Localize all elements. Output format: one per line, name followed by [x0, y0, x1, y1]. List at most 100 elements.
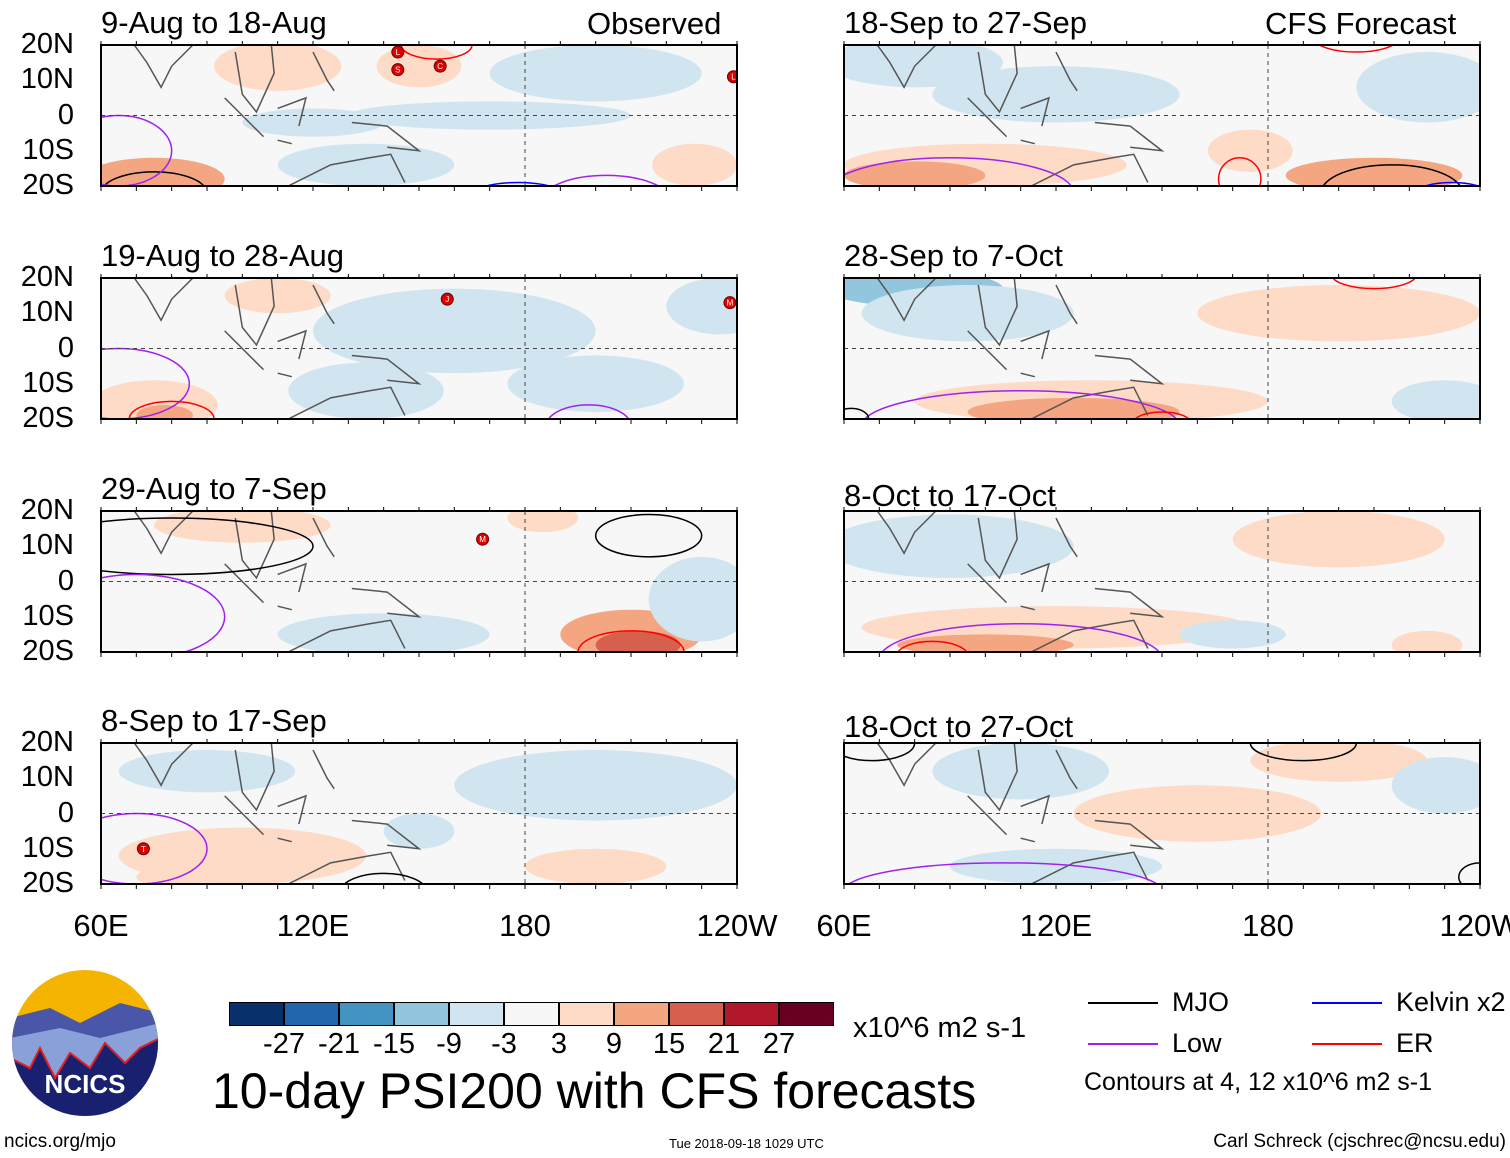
colorbar-tick: -15 — [373, 1028, 415, 1060]
wave-contour — [1423, 181, 1480, 186]
lat-tick-label: 0 — [57, 796, 74, 829]
wave-contour — [400, 45, 473, 60]
lon-tick-label: 120E — [276, 908, 350, 943]
lat-tick-label: 20N — [20, 494, 74, 526]
lat-tick-label: 10N — [20, 63, 74, 96]
colorbar-tick: 15 — [652, 1028, 686, 1060]
svg-text:C: C — [437, 62, 443, 71]
anomaly-region — [1391, 630, 1463, 652]
svg-text:M: M — [479, 535, 486, 544]
lat-tick-label: 10S — [22, 599, 74, 632]
anomaly-region — [648, 556, 737, 642]
wave-contour — [128, 400, 215, 419]
wave-contour — [844, 157, 1073, 186]
legend-label: Kelvin x2 — [1396, 987, 1506, 1017]
colorbar-tick: -3 — [491, 1028, 517, 1060]
wave-contour — [506, 883, 523, 884]
anomaly-region — [1250, 743, 1427, 782]
colorbar-swatch — [339, 1002, 394, 1026]
anomaly-region — [242, 108, 384, 137]
colorbar-tick: -21 — [318, 1028, 360, 1060]
wave-contour — [1322, 164, 1461, 186]
map-panel: T — [100, 739, 738, 889]
svg-text:L: L — [731, 73, 736, 82]
svg-text:M: M — [727, 299, 734, 308]
legend-line — [1312, 1043, 1382, 1045]
lat-tick-label: 20S — [22, 635, 74, 667]
lat-tick-label: 10S — [22, 831, 74, 864]
legend-line — [1088, 1002, 1158, 1004]
anomaly-region — [348, 101, 631, 130]
anomaly-region — [1391, 380, 1480, 419]
legend-line — [1088, 1043, 1158, 1045]
coastline — [876, 45, 1165, 186]
lon-tick-label: 120W — [1439, 908, 1510, 943]
storm-icon: L — [391, 45, 405, 59]
anomaly-region — [950, 848, 1162, 884]
site-link[interactable]: ncics.org/mjo — [4, 1131, 116, 1152]
wave-contour — [343, 872, 424, 884]
wave-contour — [103, 171, 205, 186]
colorbar-swatch — [394, 1002, 449, 1026]
wave-contour — [1249, 743, 1358, 762]
lat-tick-label: 20S — [22, 402, 74, 434]
wave-contour — [1217, 157, 1262, 186]
wave-contour — [897, 640, 968, 652]
anomaly-region — [1197, 285, 1480, 342]
wave-contour — [547, 404, 630, 419]
anomaly-region — [376, 45, 462, 88]
wave-contour — [483, 181, 553, 186]
colorbar-tick: 27 — [762, 1028, 796, 1060]
anomaly-region — [967, 397, 1180, 419]
forecast-label: CFS Forecast — [1265, 6, 1457, 41]
colorbar-tick: 3 — [550, 1028, 568, 1060]
anomaly-region — [595, 630, 681, 652]
coastline — [876, 511, 1165, 652]
wave-contour — [552, 174, 660, 186]
coastline — [133, 743, 422, 884]
lat-tick-label: 20N — [20, 261, 74, 293]
colorbar-swatch — [724, 1002, 779, 1026]
contour-note: Contours at 4, 12 x10^6 m2 s-1 — [1084, 1068, 1433, 1096]
anomaly-region — [136, 866, 207, 884]
wave-contour — [101, 517, 314, 576]
lon-tick-label: 60E — [73, 908, 129, 943]
anomaly-region — [214, 45, 342, 91]
colorbar-units: x10^6 m2 s-1 — [853, 1012, 1027, 1044]
lat-tick-label: 10N — [20, 296, 74, 329]
map-panel — [843, 739, 1481, 889]
svg-text:S: S — [395, 66, 400, 75]
anomaly-region — [454, 750, 737, 821]
anomaly-region — [666, 278, 737, 335]
map-panel: LS CL — [100, 41, 738, 191]
anomaly-region — [154, 511, 331, 543]
svg-text:J: J — [445, 295, 449, 304]
lat-tick-label: 0 — [57, 331, 74, 364]
wave-contour — [844, 407, 870, 419]
panel-title: 19-Aug to 28-Aug — [101, 238, 345, 273]
wave-contour — [847, 862, 1159, 884]
colorbar-swatch — [669, 1002, 724, 1026]
wave-contour — [1318, 45, 1395, 53]
lon-tick-label: 120W — [696, 908, 778, 943]
legend-label: ER — [1396, 1028, 1434, 1058]
colorbar-tick: -27 — [263, 1028, 305, 1060]
anomaly-region — [1207, 129, 1293, 172]
map-panel — [843, 41, 1481, 191]
anomaly-region — [507, 511, 578, 533]
colorbar-swatch — [779, 1002, 834, 1026]
ncics-logo: NCICS — [12, 970, 158, 1116]
panel-title: 8-Sep to 17-Sep — [101, 703, 327, 738]
wave-contour — [1134, 411, 1190, 419]
anomaly-region — [1391, 757, 1480, 814]
anomaly-region — [224, 278, 331, 314]
colorbar-swatch — [449, 1002, 504, 1026]
lon-tick-label: 120E — [1019, 908, 1093, 943]
coastline — [876, 278, 1165, 419]
coastline — [133, 45, 422, 186]
storm-icon: L — [726, 70, 737, 84]
lat-tick-label: 20N — [20, 28, 74, 60]
anomaly-region — [383, 813, 455, 849]
wave-contour — [863, 390, 1178, 419]
